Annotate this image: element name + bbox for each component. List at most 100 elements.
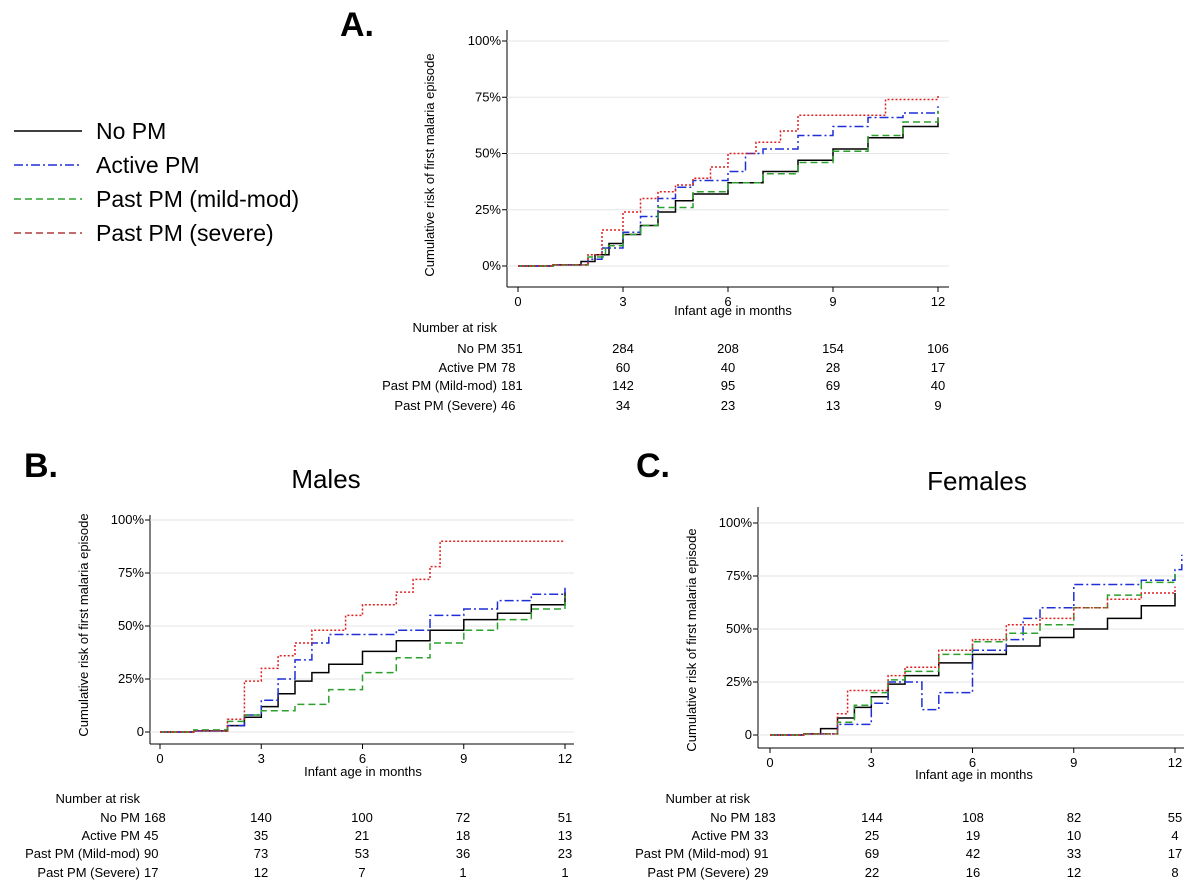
risk-cell: 17 — [1168, 846, 1182, 861]
risk-cell: 72 — [456, 810, 470, 825]
y-tick-label-1: 25% — [475, 202, 501, 217]
x-tick-label-3: 9 — [1070, 755, 1077, 770]
series-line-0 — [518, 117, 939, 267]
risk-cell: 60 — [616, 360, 630, 375]
y-axis-title: Cumulative risk of first malaria episode — [684, 528, 699, 751]
risk-cell: 142 — [612, 378, 634, 393]
risk-cell: 17 — [931, 360, 945, 375]
risk-cell: 106 — [927, 341, 949, 356]
risk-cell: 9 — [934, 398, 941, 413]
panel-title: Females — [927, 466, 1027, 496]
risk-cell: 154 — [822, 341, 844, 356]
y-tick-label-4: 100% — [719, 515, 753, 530]
risk-cell: 12 — [254, 865, 268, 880]
risk-cell: 18 — [456, 828, 470, 843]
risk-row-label-1: Active PM — [438, 360, 497, 375]
x-axis-title: Infant age in months — [304, 764, 422, 779]
risk-cell: 29 — [754, 865, 768, 880]
risk-cell: 51 — [558, 810, 572, 825]
risk-row-label-2: Past PM (Mild-mod) — [25, 846, 140, 861]
x-tick-label-3: 9 — [460, 751, 467, 766]
panel-title: Males — [291, 464, 360, 494]
risk-cell: 53 — [355, 846, 369, 861]
y-tick-label-3: 75% — [118, 565, 144, 580]
legend-label-2: Past PM (mild-mod) — [96, 186, 299, 212]
risk-heading: Number at risk — [55, 791, 140, 806]
risk-row-label-3: Past PM (Severe) — [394, 398, 497, 413]
y-axis-title: Cumulative risk of first malaria episode — [422, 53, 437, 276]
x-tick-label-1: 3 — [258, 751, 265, 766]
risk-cell: 144 — [861, 810, 883, 825]
risk-cell: 108 — [962, 810, 984, 825]
y-tick-label-4: 100% — [468, 33, 502, 48]
risk-cell: 12 — [1067, 865, 1081, 880]
risk-row-label-1: Active PM — [691, 828, 750, 843]
risk-cell: 208 — [717, 341, 739, 356]
x-tick-label-2: 6 — [359, 751, 366, 766]
risk-cell: 33 — [1067, 846, 1081, 861]
risk-cell: 1 — [459, 865, 466, 880]
y-tick-label-0: 0 — [745, 727, 752, 742]
y-tick-label-3: 75% — [475, 89, 501, 104]
y-tick-label-2: 50% — [475, 146, 501, 161]
x-tick-label-2: 6 — [969, 755, 976, 770]
risk-row-label-0: No PM — [710, 810, 750, 825]
risk-row-label-2: Past PM (Mild-mod) — [382, 378, 497, 393]
risk-cell: 34 — [616, 398, 630, 413]
x-tick-label-0: 0 — [766, 755, 773, 770]
legend-label-0: No PM — [96, 118, 166, 144]
series-line-3 — [770, 586, 1176, 736]
risk-cell: 73 — [254, 846, 268, 861]
risk-cell: 4 — [1171, 828, 1178, 843]
x-tick-label-1: 3 — [868, 755, 875, 770]
risk-row-label-1: Active PM — [81, 828, 140, 843]
risk-cell: 19 — [966, 828, 980, 843]
risk-cell: 8 — [1171, 865, 1178, 880]
x-tick-label-3: 9 — [829, 294, 836, 309]
risk-cell: 22 — [865, 865, 879, 880]
y-tick-label-0: 0% — [482, 258, 501, 273]
risk-cell: 28 — [826, 360, 840, 375]
risk-cell: 35 — [254, 828, 268, 843]
x-tick-label-4: 12 — [558, 751, 572, 766]
risk-cell: 23 — [558, 846, 572, 861]
y-tick-label-1: 25% — [118, 671, 144, 686]
risk-cell: 91 — [754, 846, 768, 861]
legend: No PM Active PM Past PM (mild-mod) Past PM … — [14, 118, 299, 246]
x-tick-label-0: 0 — [156, 751, 163, 766]
series-line-2 — [160, 596, 566, 733]
risk-cell: 181 — [501, 378, 523, 393]
risk-cell: 42 — [966, 846, 980, 861]
risk-row-label-2: Past PM (Mild-mod) — [635, 846, 750, 861]
risk-cell: 69 — [865, 846, 879, 861]
risk-cell: 23 — [721, 398, 735, 413]
panel-letter: A. — [340, 6, 374, 44]
risk-cell: 100 — [351, 810, 373, 825]
risk-cell: 351 — [501, 341, 523, 356]
y-tick-label-2: 50% — [118, 618, 144, 633]
risk-cell: 7 — [358, 865, 365, 880]
risk-cell: 78 — [501, 360, 515, 375]
y-tick-label-4: 100% — [111, 512, 145, 527]
risk-row-label-3: Past PM (Severe) — [37, 865, 140, 880]
risk-cell: 183 — [754, 810, 776, 825]
y-tick-label-3: 75% — [726, 568, 752, 583]
series-line-1 — [160, 587, 566, 733]
x-tick-label-4: 12 — [1168, 755, 1182, 770]
risk-cell: 21 — [355, 828, 369, 843]
y-tick-label-2: 50% — [726, 621, 752, 636]
x-axis-title: Infant age in months — [674, 303, 792, 318]
risk-cell: 55 — [1168, 810, 1182, 825]
risk-cell: 95 — [721, 378, 735, 393]
risk-row-label-3: Past PM (Severe) — [647, 865, 750, 880]
panel-letter: C. — [636, 447, 670, 485]
risk-cell: 82 — [1067, 810, 1081, 825]
risk-cell: 168 — [144, 810, 166, 825]
risk-cell: 33 — [754, 828, 768, 843]
risk-cell: 40 — [931, 378, 945, 393]
series-line-1 — [770, 554, 1183, 736]
risk-cell: 13 — [558, 828, 572, 843]
